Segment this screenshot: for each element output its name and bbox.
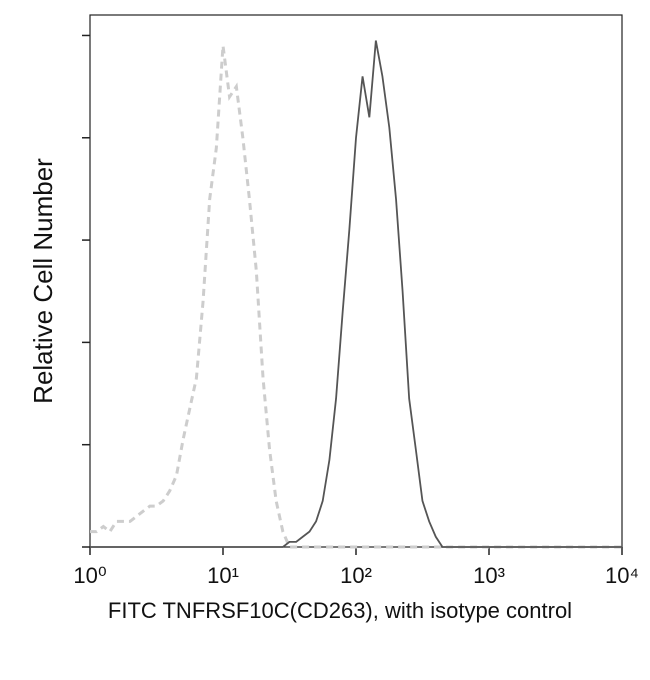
x-tick-label: 10²: [340, 563, 372, 588]
x-axis-label: FITC TNFRSF10C(CD263), with isotype cont…: [108, 598, 572, 623]
y-axis-label: Relative Cell Number: [28, 158, 58, 404]
x-tick-label: 10³: [473, 563, 505, 588]
x-tick-label: 10⁴: [605, 563, 639, 588]
plot-frame: [89, 14, 623, 548]
x-tick-label: 10¹: [207, 563, 239, 588]
x-tick-label: 10⁰: [73, 563, 106, 588]
series-line: [90, 45, 622, 549]
series-line: [90, 40, 622, 548]
